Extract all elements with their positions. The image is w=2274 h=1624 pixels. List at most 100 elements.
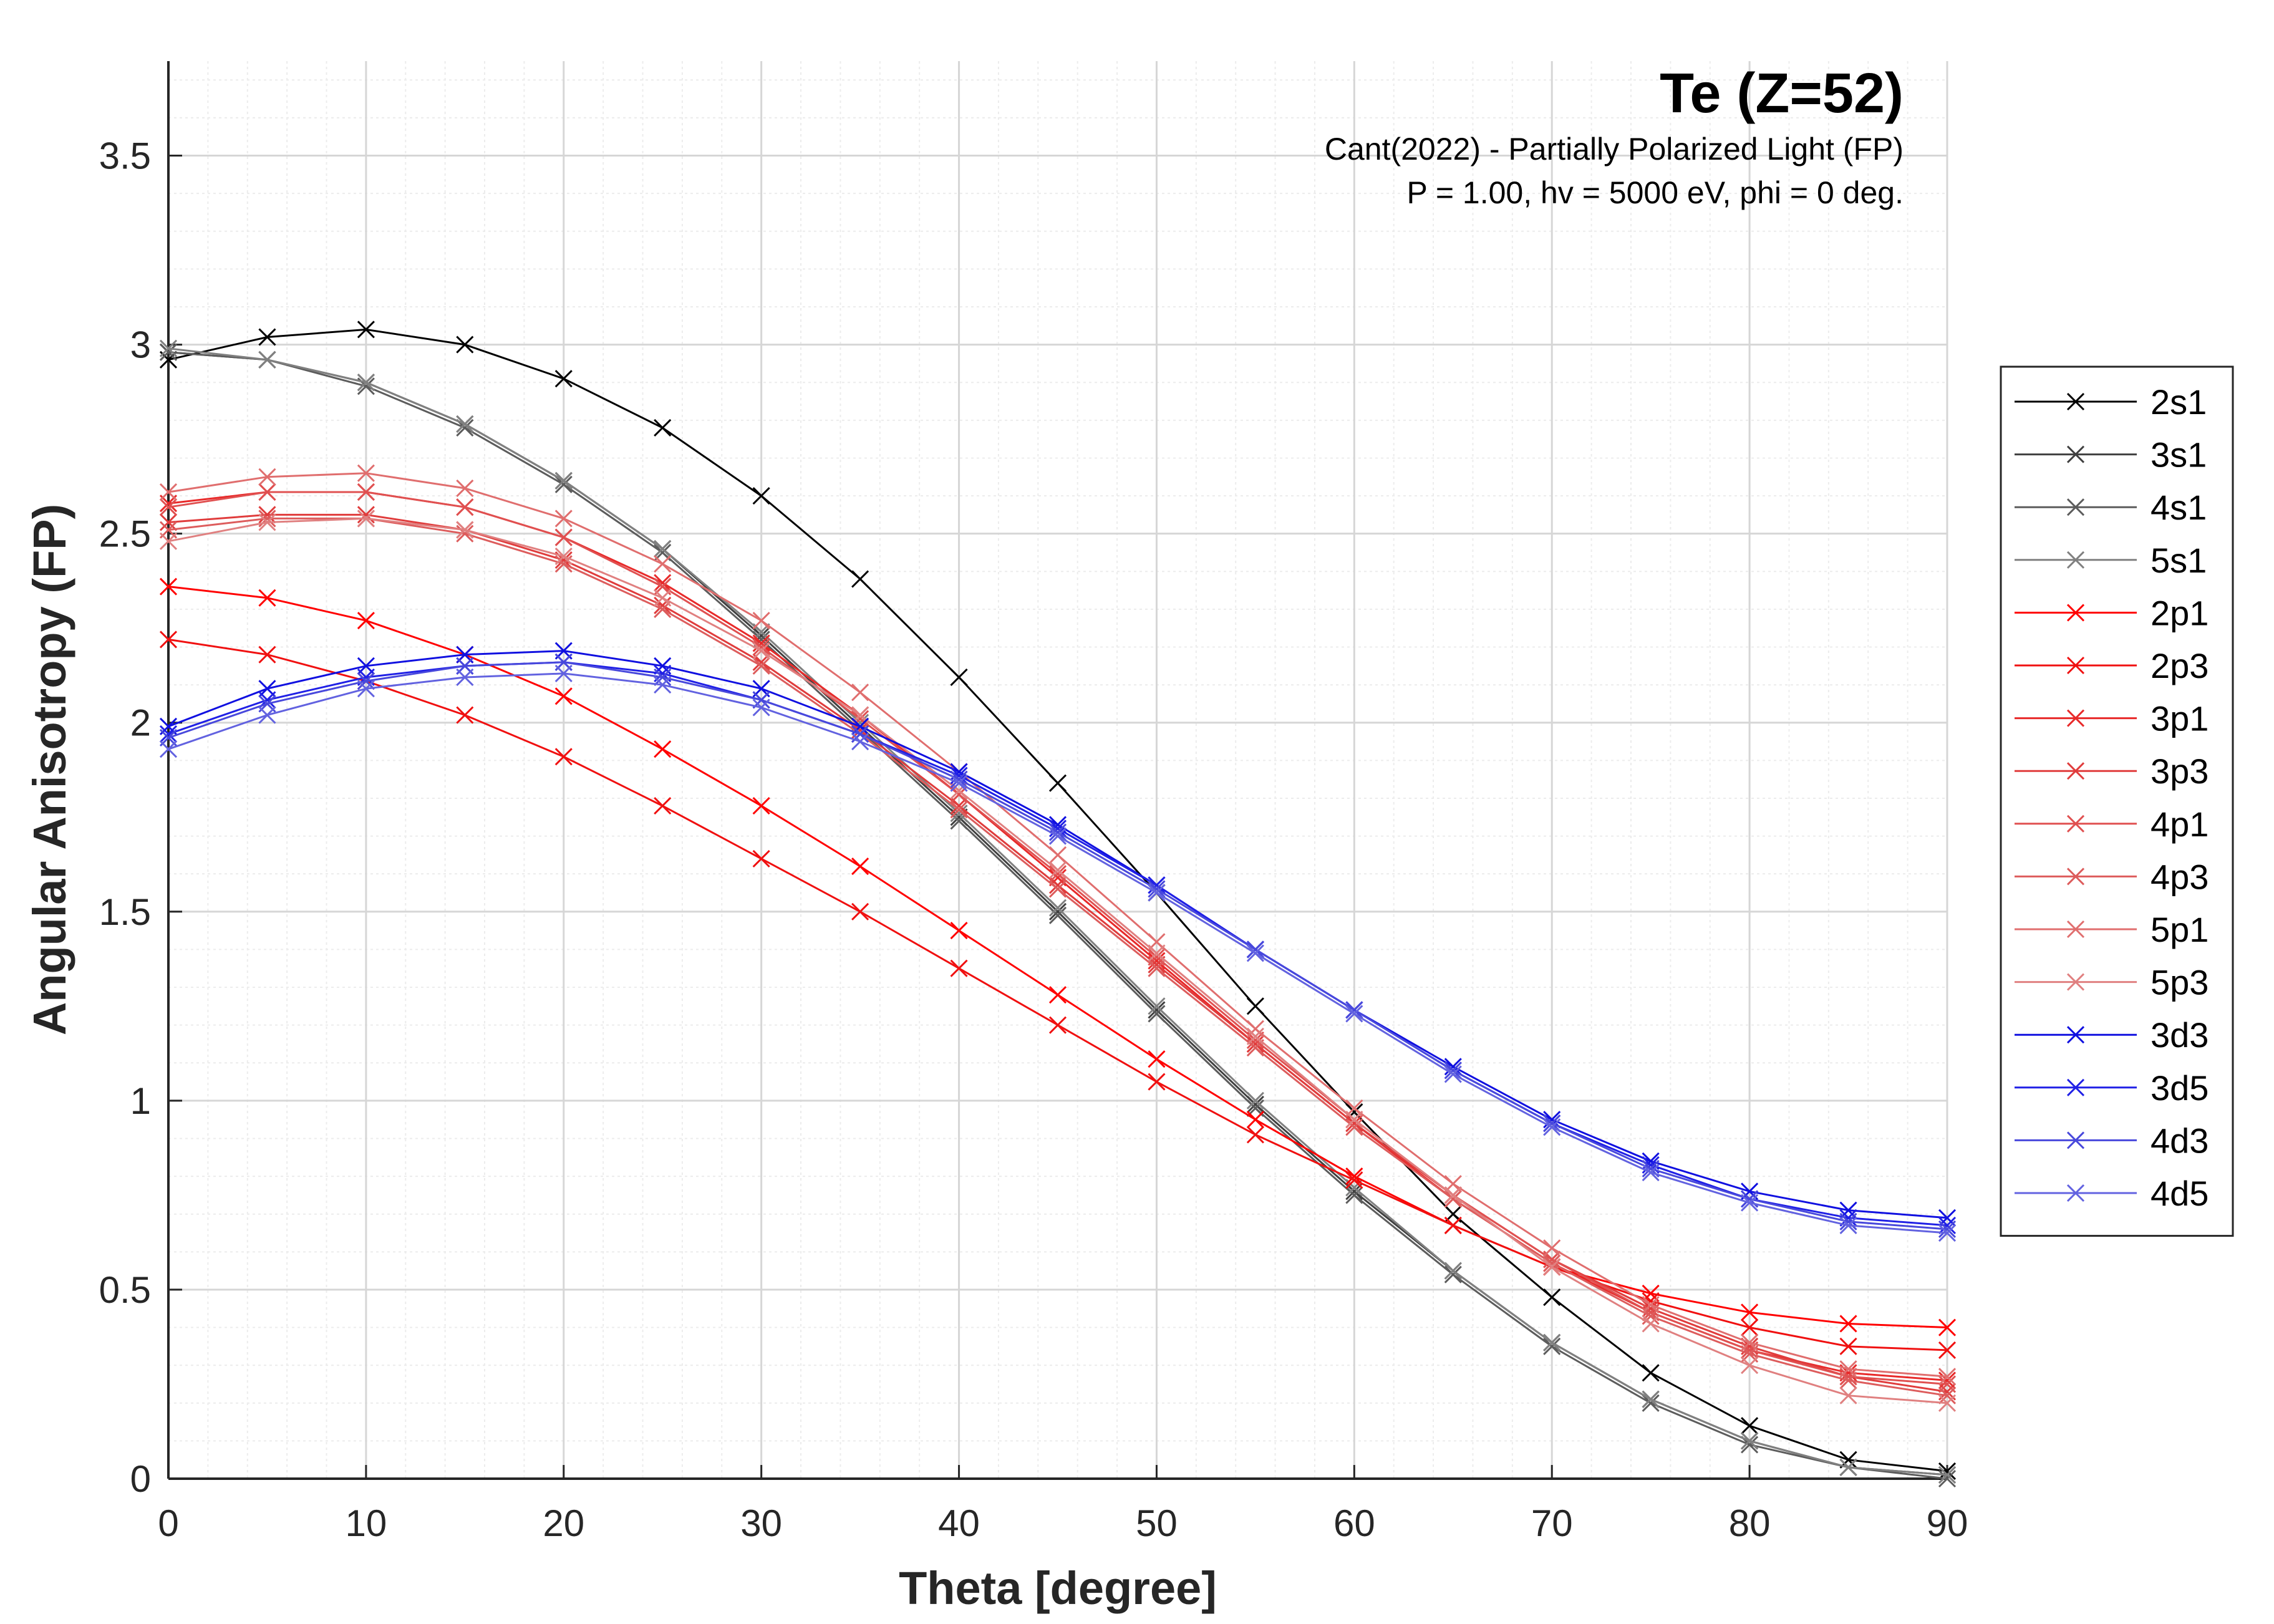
legend-marker (2066, 762, 2085, 780)
legend-marker (2066, 920, 2085, 939)
data-point-2p3 (654, 797, 672, 815)
data-point-2p3 (1148, 1073, 1166, 1091)
legend-item-3d5: 3d5 (2015, 1068, 2209, 1108)
legend-item-5s1: 5s1 (2015, 541, 2207, 580)
data-point-2p3 (1246, 1126, 1264, 1144)
y-tick-label: 2.5 (99, 513, 151, 555)
x-tick-label: 40 (938, 1502, 980, 1544)
legend-marker (2066, 498, 2085, 516)
data-point-2p1 (654, 740, 672, 758)
y-tick-label: 2 (130, 702, 151, 744)
data-point-5p3 (654, 589, 672, 607)
data-point-5p3 (456, 521, 474, 539)
data-point-2s1 (654, 418, 672, 437)
data-point-4d3 (1246, 940, 1264, 959)
data-point-5p3 (1642, 1315, 1660, 1333)
data-point-4p3 (1444, 1190, 1462, 1208)
data-point-3p3 (258, 506, 276, 524)
data-point-3p3 (1345, 1114, 1363, 1133)
x-tick-label: 90 (1927, 1502, 1968, 1544)
data-point-4d3 (1048, 823, 1067, 841)
data-point-2s1 (258, 328, 276, 346)
data-point-5s1 (258, 350, 276, 369)
data-point-2p3 (159, 631, 178, 649)
data-point-3s1 (1148, 1001, 1166, 1019)
data-point-2p3 (950, 959, 968, 977)
data-point-5p3 (1048, 861, 1067, 879)
data-point-2s1 (1048, 774, 1067, 792)
data-point-2s1 (1246, 997, 1264, 1015)
x-axis-title: Theta [degree] (899, 1562, 1217, 1614)
data-point-2s1 (1642, 1364, 1660, 1382)
data-point-4p3 (1148, 959, 1166, 977)
data-point-5p1 (1048, 846, 1067, 864)
data-point-5s1 (1048, 899, 1067, 917)
data-point-4d3 (1148, 880, 1166, 898)
data-point-5p1 (1938, 1368, 1957, 1386)
data-point-4s1 (1543, 1337, 1561, 1355)
y-tick-label: 1.5 (99, 891, 151, 933)
data-point-3d3 (1444, 1058, 1462, 1076)
x-tick-label: 30 (740, 1502, 782, 1544)
data-point-5p1 (1246, 1020, 1264, 1038)
legend-label: 5p1 (2151, 910, 2209, 949)
data-point-2p3 (851, 902, 869, 921)
data-point-3d5 (159, 725, 178, 743)
data-point-4d3 (1345, 1001, 1363, 1019)
data-point-2p1 (1741, 1303, 1759, 1322)
data-point-5s1 (554, 471, 573, 490)
data-point-4d5 (950, 774, 968, 792)
data-point-4d5 (1543, 1118, 1561, 1136)
legend-label: 3p3 (2151, 752, 2209, 791)
data-point-2p1 (1839, 1315, 1857, 1333)
data-point-2p3 (1938, 1341, 1957, 1359)
data-point-3s1 (1048, 902, 1067, 921)
data-point-2p1 (1048, 986, 1067, 1004)
chart-subtitle-line-1: Cant(2022) - Partially Polarized Light (… (1325, 132, 1904, 167)
legend-box (2000, 365, 2234, 1237)
data-point-5s1 (1444, 1262, 1462, 1280)
data-point-2p3 (1444, 1216, 1462, 1234)
legend-label: 4d3 (2151, 1121, 2209, 1160)
data-point-5s1 (1642, 1390, 1660, 1408)
legend-label: 4p3 (2151, 857, 2209, 896)
data-point-2p1 (357, 612, 375, 630)
data-point-5s1 (357, 374, 375, 392)
data-point-4s1 (1938, 1469, 1957, 1488)
legend-marker (2066, 868, 2085, 886)
legend-item-4p3: 4p3 (2015, 857, 2209, 896)
data-point-5p1 (851, 684, 869, 702)
legend-marker (2066, 814, 2085, 833)
y-tick-label: 0 (130, 1458, 151, 1500)
data-point-5p1 (654, 555, 672, 573)
legend-label: 5p3 (2151, 963, 2209, 1002)
data-point-5s1 (1839, 1458, 1857, 1476)
data-point-5s1 (1938, 1466, 1957, 1484)
data-point-3p1 (654, 574, 672, 592)
data-point-4d5 (1444, 1065, 1462, 1083)
x-tick-label: 50 (1136, 1502, 1178, 1544)
data-point-4d3 (950, 770, 968, 788)
data-point-4d3 (1444, 1061, 1462, 1080)
legend-label: 3p1 (2151, 699, 2209, 738)
legend-label: 4s1 (2151, 488, 2207, 527)
legend-marker (2066, 392, 2085, 411)
data-point-2p3 (1741, 1318, 1759, 1336)
y-tick-label: 0.5 (99, 1269, 151, 1311)
y-tick-label: 1 (130, 1080, 151, 1122)
data-point-3d5 (1938, 1216, 1957, 1234)
axes (167, 61, 1948, 1480)
data-point-4p3 (752, 657, 770, 675)
data-point-4p1 (357, 483, 375, 501)
x-tick-label: 70 (1531, 1502, 1573, 1544)
legend-item-4d5: 4d5 (2015, 1174, 2209, 1213)
legend-item-3p1: 3p1 (2015, 699, 2209, 738)
y-tick-label: 3 (130, 324, 151, 366)
legend-marker (2066, 445, 2085, 463)
x-tick-label: 60 (1333, 1502, 1375, 1544)
legend: 2s1 3s1 4s1 5s1 2p1 2p3 3p1 3p3 4p1 4p3 5p1 5p3 3d3 3… (2000, 365, 2234, 1237)
data-point-2s1 (456, 336, 474, 354)
data-point-5s1 (950, 805, 968, 823)
series-5p1 (159, 464, 1957, 1386)
data-point-5p3 (1148, 944, 1166, 962)
